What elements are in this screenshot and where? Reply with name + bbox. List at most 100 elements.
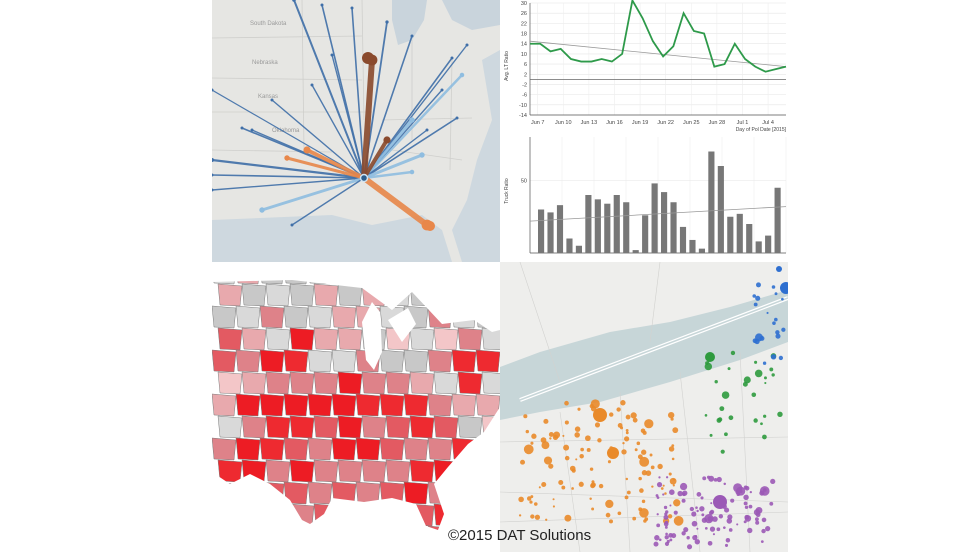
region	[433, 327, 459, 351]
bubble	[759, 486, 770, 496]
state-label: South Dakota	[250, 21, 287, 27]
y-tick-label: 10	[521, 52, 527, 58]
bubble	[577, 407, 581, 411]
flow-endpoint	[459, 72, 465, 78]
flow-map[interactable]: South Dakota Nebraska Kansas Oklahoma	[212, 0, 500, 262]
bubble	[636, 441, 641, 446]
line-grid	[529, 2, 786, 116]
y-tick-label: 26	[521, 11, 527, 17]
region	[385, 283, 411, 307]
bubble	[641, 449, 647, 455]
great-lake	[362, 302, 382, 370]
region	[475, 280, 500, 285]
bubble	[574, 432, 580, 438]
bubble	[747, 527, 753, 534]
bubble	[616, 407, 621, 412]
region	[451, 349, 477, 373]
region	[433, 503, 459, 527]
bubble	[696, 509, 699, 513]
bubble	[725, 538, 731, 543]
bubble	[730, 350, 736, 356]
bubble	[668, 472, 672, 476]
bar	[604, 203, 611, 253]
region	[265, 415, 291, 439]
region	[457, 415, 483, 439]
gulf-of-mexico	[212, 215, 452, 262]
bubble-map[interactable]	[500, 262, 788, 552]
y-tick-label: 22	[521, 21, 527, 27]
region	[217, 283, 243, 307]
bar	[755, 241, 762, 253]
region	[212, 481, 237, 505]
bar-trend	[529, 206, 787, 222]
bubble	[671, 533, 677, 539]
bubble	[664, 492, 667, 495]
bubble	[607, 447, 619, 459]
bubble	[699, 506, 705, 512]
bar	[623, 202, 630, 253]
bubble	[634, 448, 638, 452]
region	[481, 415, 500, 439]
bubble	[774, 292, 778, 296]
bubble	[534, 514, 541, 520]
bar	[698, 248, 705, 253]
bubble	[538, 486, 541, 489]
bubble	[586, 447, 591, 452]
region	[283, 393, 309, 417]
region	[451, 305, 477, 329]
region	[481, 503, 500, 527]
bubble	[776, 266, 782, 272]
bubble	[558, 479, 564, 485]
bubble	[707, 540, 713, 546]
bubble	[762, 361, 767, 365]
bubble	[709, 433, 713, 437]
bubble	[724, 543, 729, 547]
region	[475, 305, 500, 329]
region	[313, 327, 339, 351]
bubble	[736, 523, 739, 526]
bubble	[632, 417, 638, 423]
bubble	[771, 285, 776, 289]
region	[409, 327, 435, 351]
bubble	[607, 460, 611, 464]
region	[331, 481, 357, 505]
region	[212, 525, 237, 530]
bubble	[755, 295, 761, 301]
bubble	[605, 512, 611, 518]
region	[409, 415, 435, 439]
bubble	[752, 294, 757, 298]
bubble	[730, 498, 735, 503]
y-tick-label: -2	[522, 82, 527, 88]
atlantic-ocean	[452, 50, 500, 262]
choropleth-map[interactable]	[212, 262, 500, 552]
bubble	[598, 483, 604, 489]
bar	[585, 195, 592, 253]
bubble	[691, 511, 697, 517]
bubble	[533, 502, 538, 506]
region	[403, 349, 429, 373]
region	[283, 525, 309, 530]
bubble	[754, 369, 763, 378]
state-border	[301, 0, 305, 151]
region	[265, 283, 291, 307]
bubble	[701, 513, 705, 517]
line-x-ticks: Jun 7 Jun 10 Jun 13 Jun 16 Jun 19 Jun 22 Jun 2…	[531, 120, 774, 126]
bubble	[744, 505, 749, 509]
x-tick-label: Jun 25	[683, 120, 700, 126]
region	[259, 393, 285, 417]
bubble	[753, 509, 761, 516]
bubble	[760, 422, 763, 426]
region	[403, 393, 429, 417]
region	[235, 437, 261, 461]
bar	[575, 245, 582, 253]
region	[331, 525, 357, 530]
flow-endpoint	[409, 169, 415, 175]
bar-chart: 50 Truck Ratio	[504, 137, 787, 254]
region	[433, 371, 459, 395]
region	[265, 327, 291, 351]
region	[241, 283, 267, 307]
bubble	[704, 526, 708, 530]
region	[265, 459, 291, 483]
region	[427, 349, 453, 373]
region	[475, 393, 500, 417]
